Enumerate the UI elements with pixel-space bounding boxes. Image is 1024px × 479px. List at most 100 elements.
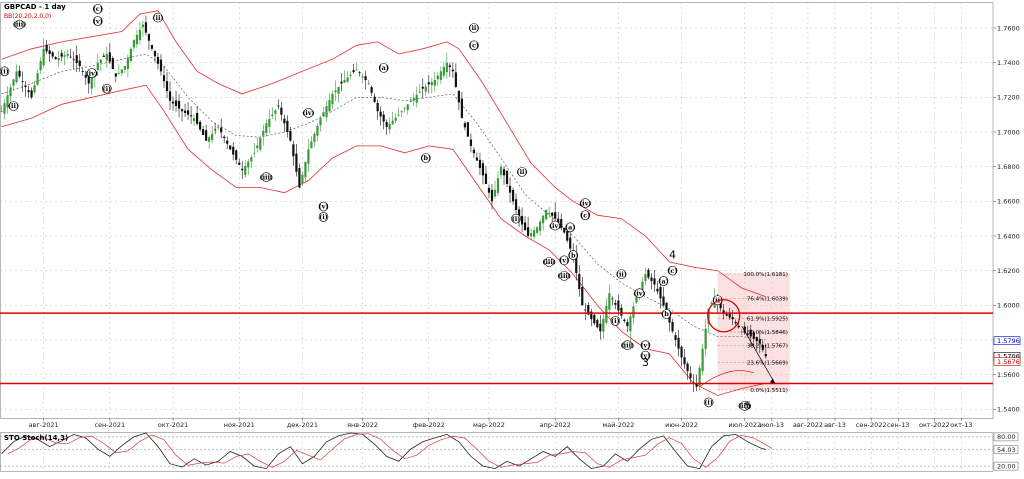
candle-body (457, 90, 460, 103)
candle-body (111, 58, 114, 70)
candle-body (412, 97, 415, 101)
candle-body (719, 299, 722, 309)
wave-label-circle (565, 222, 576, 233)
wave-label-circle (544, 257, 554, 267)
y-tick-label: 1.7200 (997, 94, 1020, 102)
fibonacci-retracement[interactable]: 100.0%(1.6181) 76.4%(1.6039) 61.9%(1.5925)… (717, 272, 790, 394)
main-frame (0, 2, 994, 419)
candle-body (199, 121, 202, 130)
candle-body (755, 337, 758, 342)
candle-body (6, 95, 9, 108)
x-tick-label: сен-2021 (94, 421, 125, 429)
candle-body (481, 163, 485, 176)
wave-label: (iii) (13, 21, 27, 29)
candle-body (81, 71, 84, 72)
price-label: 1.5796 (997, 337, 1020, 345)
wave-label: (iv) (549, 222, 561, 230)
candle-body (364, 76, 367, 80)
candle-body (153, 50, 157, 57)
oscillator-level-box (993, 432, 1019, 442)
wave-label: (v) (640, 352, 650, 360)
candle-body (403, 107, 406, 109)
candle-body (704, 328, 707, 349)
wave-label: (iii) (621, 341, 635, 349)
oscillator-label: STO Stoch(14,3) (4, 434, 68, 442)
candle-body (78, 60, 81, 67)
candle-body (18, 70, 21, 77)
wave-label-circle (92, 16, 103, 26)
x-tick-label: июл-2022 (728, 421, 761, 429)
candle-body (202, 129, 205, 136)
annotations: (iii) (i) (ii) (c) (v) (iv) (i) (ii) (iii) (iv) (v… (0, 4, 776, 412)
candle-body (180, 109, 184, 112)
wave-label: (c) (580, 211, 590, 219)
candle-body (192, 118, 196, 122)
candle-body (701, 348, 704, 372)
candle-body (487, 187, 491, 193)
y-tick-label: 1.6800 (997, 163, 1020, 171)
stoch-k-line (1, 432, 766, 470)
candle-body (725, 314, 728, 316)
fib-label: 23.6%(1.5669) (747, 361, 788, 367)
candle-body (472, 149, 476, 154)
wave-label-circle (739, 401, 750, 411)
wave-label: (ii) (517, 168, 528, 176)
candle-body (159, 59, 163, 72)
candle-body (373, 96, 376, 102)
candle-body (42, 48, 45, 66)
wave-label-circle (703, 397, 714, 408)
candle-body (171, 101, 175, 104)
wave-label: (v) (559, 256, 569, 264)
candle-body (21, 81, 24, 83)
candle-body (530, 233, 533, 237)
wave-label: (i) (103, 85, 112, 93)
support-resistance-levels[interactable] (0, 312, 993, 385)
wave-label-circle (634, 288, 645, 299)
wave-label-circle (616, 269, 627, 279)
wave-label-circle (303, 108, 314, 118)
candle-body (361, 76, 364, 78)
x-axis: авг-2021 сен-2021 окт-2021 ноя-2021 дек-2021… (29, 418, 973, 429)
candle-body (677, 337, 680, 349)
candle-body (569, 237, 572, 249)
candle-body (99, 59, 102, 63)
wave-label-circle (511, 213, 521, 224)
candle-body (316, 125, 319, 136)
candle-body (659, 286, 662, 299)
candle-body (617, 300, 620, 311)
wave-label-circle (420, 153, 431, 163)
price-label-box (993, 336, 1021, 345)
candle-body (593, 314, 596, 324)
candle-body (376, 102, 379, 112)
candle-body (409, 100, 412, 102)
wave-number: 5 (744, 399, 751, 412)
wave-label-circle (667, 265, 678, 276)
wave-label: (iv) (302, 109, 314, 117)
candle-body (635, 296, 638, 303)
candle-body (517, 209, 521, 219)
candles (0, 15, 767, 393)
candle-body (75, 55, 78, 64)
candle-body (96, 62, 99, 71)
y-tick-label: 1.6000 (997, 302, 1020, 310)
candle-body (620, 307, 623, 316)
wave-label-circle (568, 250, 579, 260)
candle-body (508, 185, 512, 193)
candle-body (626, 321, 629, 327)
candle-body (563, 228, 566, 233)
candle-body (671, 321, 674, 332)
candle-body (596, 320, 599, 328)
candle-body (292, 144, 295, 157)
wave-label: (iii) (260, 173, 274, 181)
candle-body (502, 169, 506, 176)
candle-body (48, 50, 51, 54)
candle-body (289, 130, 292, 141)
oscillator-level-box (993, 445, 1019, 454)
price-label: 1.5676 (997, 358, 1020, 366)
candle-body (349, 74, 352, 77)
candle-body (346, 77, 349, 82)
wave-label: (i) (0, 68, 9, 76)
highlight-circle (707, 299, 741, 333)
y-tick-label: 1.6600 (997, 198, 1020, 206)
